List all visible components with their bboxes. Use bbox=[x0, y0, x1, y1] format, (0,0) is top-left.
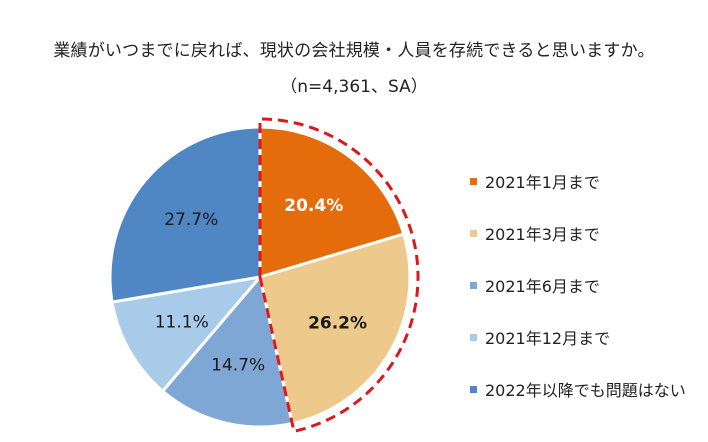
pie-slice bbox=[258, 125, 406, 280]
legend-swatch bbox=[470, 281, 477, 289]
pie-slice bbox=[108, 125, 262, 304]
legend-item: 2021年6月まで bbox=[470, 259, 686, 311]
highlight-outline bbox=[258, 117, 420, 434]
legend-item: 2022年以降でも問題はない bbox=[470, 363, 686, 415]
pie-slice bbox=[258, 232, 412, 426]
legend-item: 2021年1月まで bbox=[470, 155, 686, 207]
legend-swatch bbox=[470, 229, 477, 237]
legend-label: 2021年12月まで bbox=[485, 329, 611, 348]
legend-item: 2021年12月まで bbox=[470, 311, 686, 363]
legend-label: 2021年3月まで bbox=[485, 225, 600, 244]
legend-item: 2021年3月まで bbox=[470, 207, 686, 259]
pie-slice bbox=[110, 274, 264, 394]
chart-title: 業績がいつまでに戻れば、現状の会社規模・人員を存続できると思いますか。 bbox=[53, 41, 655, 61]
chart-subtitle: （n=4,361、SA） bbox=[280, 77, 428, 97]
slice-value-label: 27.7% bbox=[164, 210, 218, 230]
slice-value-label: 20.4% bbox=[284, 196, 343, 216]
legend-label: 2022年以降でも問題はない bbox=[485, 381, 686, 400]
legend-swatch bbox=[470, 333, 477, 341]
legend-label: 2021年1月まで bbox=[485, 173, 600, 192]
slice-value-label: 26.2% bbox=[308, 314, 367, 334]
pie-slice bbox=[160, 273, 295, 429]
legend-swatch bbox=[470, 177, 477, 185]
legend-swatch bbox=[470, 385, 477, 393]
slice-value-label: 11.1% bbox=[155, 312, 209, 332]
slice-value-label: 14.7% bbox=[211, 355, 265, 375]
legend-label: 2021年6月まで bbox=[485, 277, 600, 296]
chart-legend: 2021年1月まで 2021年3月まで 2021年6月まで 2021年12月まで 202… bbox=[470, 155, 686, 415]
